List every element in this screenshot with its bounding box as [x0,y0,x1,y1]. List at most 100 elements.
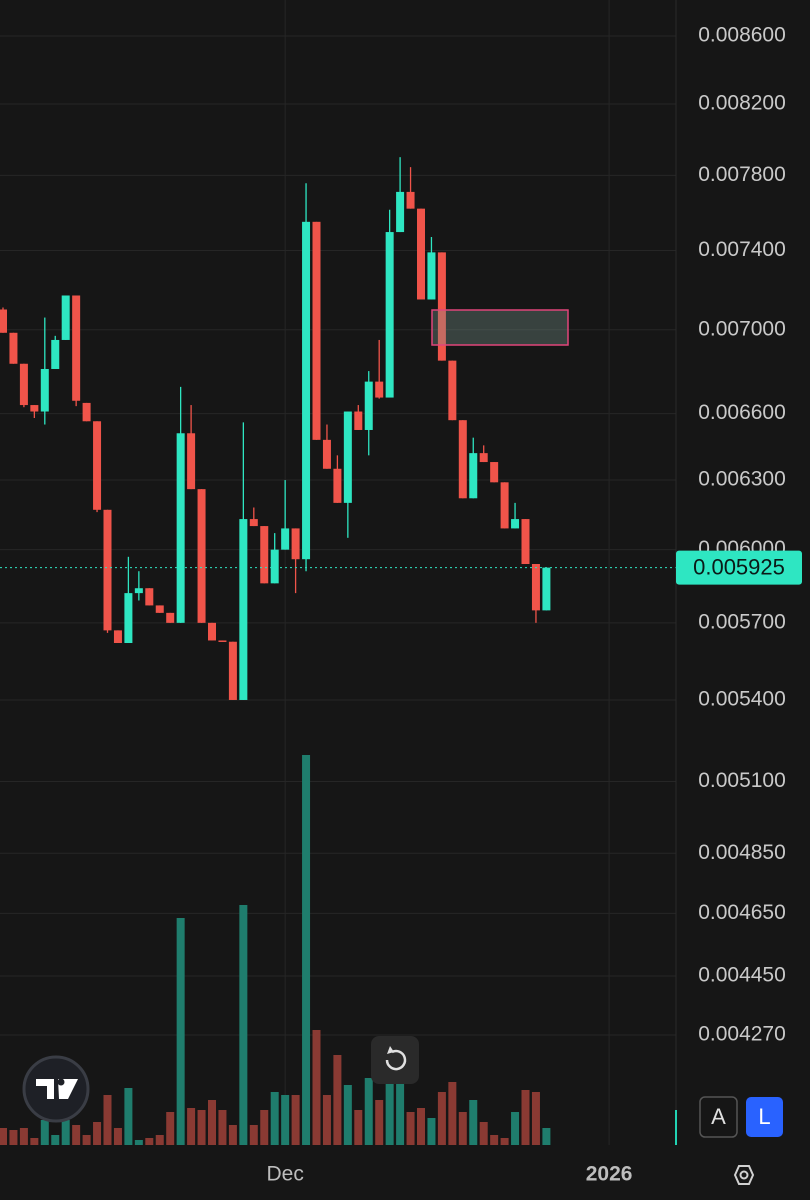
candle-body [354,411,363,430]
candle-body [511,519,520,529]
volume-bar [354,1110,363,1145]
settings-button[interactable] [733,1165,755,1185]
volume-bar [103,1095,112,1145]
volume-bar [82,1135,91,1145]
volume-bar [521,1090,530,1145]
candle-body [427,252,436,300]
volume-bar [9,1130,18,1145]
volume-bar [260,1110,269,1145]
volume-bar [343,1085,352,1145]
volume-bar [239,905,248,1145]
log-label: L [758,1104,770,1129]
volume-bar [375,1100,384,1145]
volume-bar [448,1082,457,1145]
auto-label: A [711,1104,726,1129]
volume-bar [218,1110,227,1145]
grid [0,0,676,1145]
candles [0,157,676,700]
last-price-label: 0.005925 [693,554,785,579]
candle-body [61,295,70,340]
y-tick-label: 0.007400 [698,238,786,261]
candle-body [385,232,394,398]
log-scale-button[interactable]: L [746,1097,783,1137]
candle-body [260,526,269,584]
logo[interactable] [22,1055,90,1123]
volume-bar [302,755,311,1145]
candle-body [9,332,18,364]
last-price-badge [676,550,802,585]
candle-body [396,191,405,233]
candle-body [521,519,530,564]
candle-body [406,191,415,209]
y-tick-label: 0.005700 [698,610,786,633]
y-tick-label: 0.006600 [698,401,786,424]
candle-body [500,482,509,529]
volume-bar [479,1122,488,1145]
candle-body [51,339,60,369]
volume-bar [427,1118,436,1145]
volume-bar [249,1125,258,1145]
volume-bar [333,1055,342,1145]
volume-bar [396,1082,405,1145]
volume-bar [30,1138,39,1145]
volume-bar [270,1092,279,1145]
volume-bar [113,1128,122,1145]
candle-body [312,221,321,440]
candle-body [166,612,175,623]
candle-body [82,402,91,422]
volume-bar [500,1138,509,1145]
y-tick-label: 0.006300 [698,468,786,491]
volume-bar [134,1140,143,1145]
volume-bar [93,1122,102,1145]
volume-bar [155,1135,164,1145]
candle-body [364,381,373,430]
volume-bar [187,1108,196,1145]
volume-bar [531,1092,540,1145]
reset-button[interactable] [371,1036,419,1084]
price-axis: 0.008600 0.008200 0.007800 0.007400 0.007000… [675,0,802,1145]
candle-body [448,360,457,421]
volume-bar [51,1135,60,1145]
x-tick-label: Dec [266,1163,303,1186]
candle-body [437,252,446,361]
auto-scale-button[interactable]: A [699,1096,738,1138]
y-tick-label: 0.008200 [698,92,786,115]
y-tick-label: 0.005100 [698,769,786,792]
candle-body [72,295,81,401]
candle-body [270,549,279,584]
candle-body [531,563,540,611]
volume-bar [40,1120,49,1145]
candle-body [103,509,112,631]
candle-body [208,622,216,641]
volume-bar [322,1095,331,1145]
candle-body [322,439,331,469]
volume-bar [166,1112,175,1145]
volume-bar [197,1110,206,1145]
volume-bar [61,1120,70,1145]
candle-body [239,519,248,700]
drawn-rectangle[interactable] [431,309,569,346]
volume-bar [542,1128,551,1145]
candle-body [124,593,133,644]
y-tick-label: 0.004850 [698,841,786,864]
candle-body [249,519,258,527]
candle-body [281,528,290,550]
volume-bar [19,1128,28,1145]
candle-body [302,221,311,560]
candle-body [542,567,551,611]
candle-body [479,453,488,463]
volume-bar [124,1088,133,1145]
y-tick-label: 0.005400 [698,688,786,711]
volume-bar [145,1138,154,1145]
candle-body [218,640,227,642]
candle-body [155,605,164,613]
candle-body [30,405,39,412]
candle-body [145,588,154,606]
volume-bar [490,1135,499,1145]
candle-body [176,433,185,623]
volume-bar [469,1100,478,1145]
candle-body [490,462,499,483]
volume-bar [208,1100,216,1145]
volume-bar [228,1125,237,1145]
